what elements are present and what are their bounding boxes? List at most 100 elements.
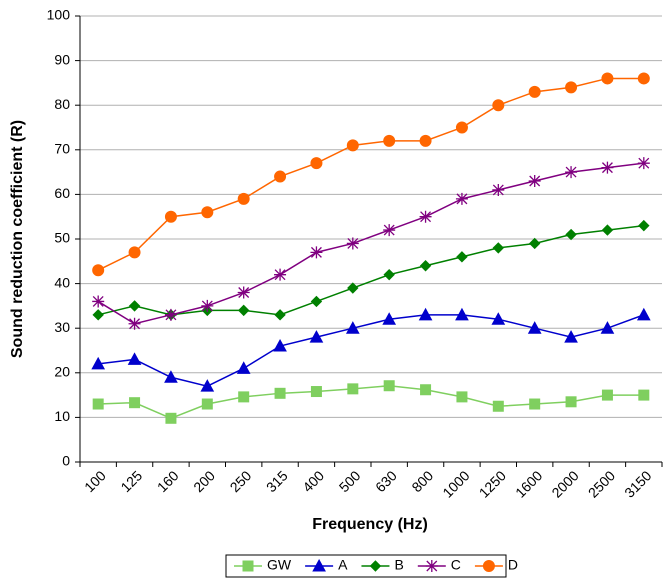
y-tick-label: 70 bbox=[54, 141, 70, 157]
marker bbox=[492, 242, 505, 254]
marker bbox=[164, 210, 177, 223]
marker bbox=[128, 246, 141, 259]
marker bbox=[237, 286, 250, 299]
y-tick-label: 90 bbox=[54, 51, 70, 67]
x-tick-label: 3150 bbox=[621, 467, 654, 500]
marker bbox=[565, 396, 577, 408]
legend-label: A bbox=[338, 557, 348, 573]
marker bbox=[637, 157, 650, 170]
x-tick-label: 315 bbox=[263, 467, 291, 495]
x-tick-label: 2000 bbox=[548, 467, 581, 500]
marker bbox=[346, 139, 359, 152]
y-tick-label: 40 bbox=[54, 274, 70, 290]
x-tick-label: 100 bbox=[81, 467, 109, 495]
marker bbox=[347, 282, 359, 294]
marker bbox=[369, 560, 382, 572]
x-tick-label: 1600 bbox=[512, 467, 545, 500]
marker bbox=[201, 398, 213, 410]
y-axis-title: Sound reduction coefficient (R) bbox=[9, 120, 26, 358]
marker bbox=[419, 260, 432, 272]
marker bbox=[456, 391, 468, 403]
marker bbox=[638, 389, 650, 401]
marker bbox=[274, 387, 286, 399]
marker bbox=[200, 379, 215, 392]
marker bbox=[347, 383, 359, 395]
marker bbox=[383, 134, 396, 147]
y-tick-label: 10 bbox=[54, 408, 70, 424]
marker bbox=[310, 295, 323, 308]
marker bbox=[128, 300, 141, 312]
legend-label: B bbox=[394, 557, 403, 573]
marker bbox=[492, 99, 505, 112]
series-line bbox=[97, 162, 644, 325]
x-tick-label: 2500 bbox=[585, 467, 618, 500]
marker bbox=[529, 398, 541, 410]
marker bbox=[601, 72, 614, 85]
x-tick-label: 630 bbox=[372, 467, 400, 495]
marker bbox=[383, 268, 395, 281]
marker bbox=[455, 307, 469, 321]
marker bbox=[236, 361, 251, 374]
marker bbox=[492, 400, 504, 412]
series-line bbox=[98, 384, 644, 420]
x-tick-label: 1250 bbox=[476, 467, 509, 500]
marker bbox=[201, 206, 214, 219]
marker bbox=[565, 228, 577, 241]
marker bbox=[482, 560, 495, 572]
marker bbox=[92, 309, 104, 321]
marker bbox=[455, 121, 468, 134]
marker bbox=[419, 134, 432, 147]
x-tick-label: 1000 bbox=[439, 467, 472, 500]
x-tick-label: 250 bbox=[227, 467, 255, 495]
marker bbox=[528, 85, 541, 98]
y-tick-label: 0 bbox=[62, 453, 70, 469]
y-tick-label: 80 bbox=[54, 96, 70, 112]
marker bbox=[383, 224, 396, 237]
marker bbox=[564, 330, 578, 343]
series-line bbox=[98, 224, 644, 316]
marker bbox=[491, 312, 506, 325]
marker bbox=[274, 309, 286, 321]
marker bbox=[129, 397, 141, 409]
marker bbox=[164, 308, 177, 321]
y-tick-label: 30 bbox=[54, 319, 70, 335]
marker bbox=[527, 321, 542, 334]
marker bbox=[242, 560, 254, 572]
marker bbox=[565, 166, 578, 179]
marker bbox=[455, 192, 468, 205]
marker bbox=[425, 560, 438, 572]
marker bbox=[237, 192, 250, 205]
marker bbox=[636, 307, 651, 321]
marker bbox=[312, 558, 326, 572]
marker bbox=[528, 175, 541, 188]
marker bbox=[127, 352, 142, 365]
marker bbox=[600, 321, 615, 334]
marker bbox=[92, 264, 105, 277]
marker bbox=[164, 370, 178, 383]
marker bbox=[637, 72, 650, 85]
y-tick-label: 20 bbox=[54, 364, 70, 380]
marker bbox=[419, 210, 432, 223]
y-tick-label: 100 bbox=[47, 7, 71, 23]
series-line bbox=[98, 314, 645, 387]
marker bbox=[601, 224, 614, 236]
marker bbox=[310, 386, 322, 398]
marker bbox=[418, 307, 433, 321]
marker bbox=[382, 312, 397, 325]
legend-label: D bbox=[508, 557, 518, 573]
marker bbox=[420, 384, 432, 396]
marker bbox=[383, 380, 395, 392]
marker bbox=[128, 317, 141, 330]
marker bbox=[165, 412, 177, 424]
series-line bbox=[97, 77, 644, 271]
marker bbox=[346, 237, 359, 250]
marker bbox=[274, 268, 287, 281]
x-tick-label: 125 bbox=[117, 467, 145, 495]
marker bbox=[273, 338, 287, 352]
marker bbox=[274, 170, 287, 183]
marker bbox=[92, 295, 105, 308]
x-tick-label: 500 bbox=[336, 467, 364, 495]
marker bbox=[310, 157, 323, 170]
marker bbox=[309, 330, 324, 343]
marker bbox=[492, 183, 505, 196]
